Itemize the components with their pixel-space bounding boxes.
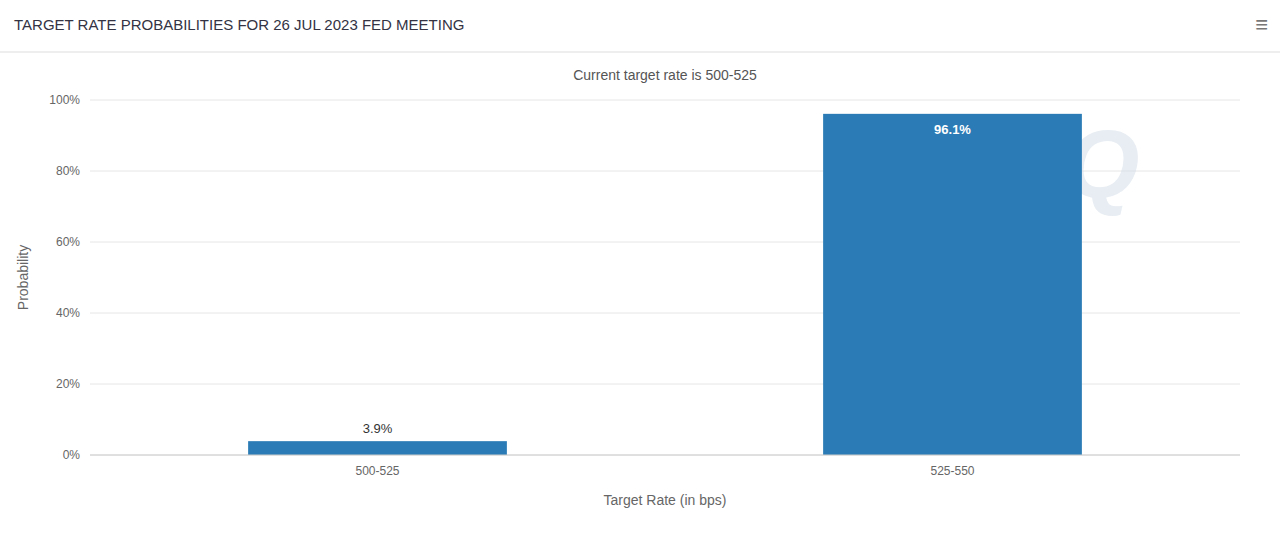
data-label: 96.1% <box>934 122 971 137</box>
x-axis-line <box>90 455 1240 456</box>
grid-line <box>90 100 1240 101</box>
bars <box>248 114 1082 455</box>
y-tick-label: 80% <box>56 164 80 178</box>
y-axis-label: Probability <box>15 245 31 310</box>
y-tick-label: 0% <box>63 448 81 462</box>
y-tick-label: 60% <box>56 235 80 249</box>
data-label: 3.9% <box>363 421 393 436</box>
x-tick-label: 500-525 <box>355 464 399 478</box>
bar <box>823 114 1082 455</box>
title: TARGET RATE PROBABILITIES FOR 26 JUL 202… <box>14 16 464 33</box>
grid-line <box>90 455 1240 456</box>
bar <box>248 441 507 455</box>
separator <box>0 52 1280 53</box>
chart: TARGET RATE PROBABILITIES FOR 26 JUL 202… <box>0 0 1280 547</box>
subtitle: Current target rate is 500-525 <box>573 67 757 83</box>
menu-icon: ≡ <box>1255 12 1268 37</box>
y-tick-label: 20% <box>56 377 80 391</box>
y-axis: 0% 20% 40% 60% 80% 100% <box>49 93 1240 462</box>
x-axis-label: Target Rate (in bps) <box>604 492 727 508</box>
x-tick-label: 525-550 <box>930 464 974 478</box>
y-tick-label: 100% <box>49 93 80 107</box>
y-tick-label: 40% <box>56 306 80 320</box>
